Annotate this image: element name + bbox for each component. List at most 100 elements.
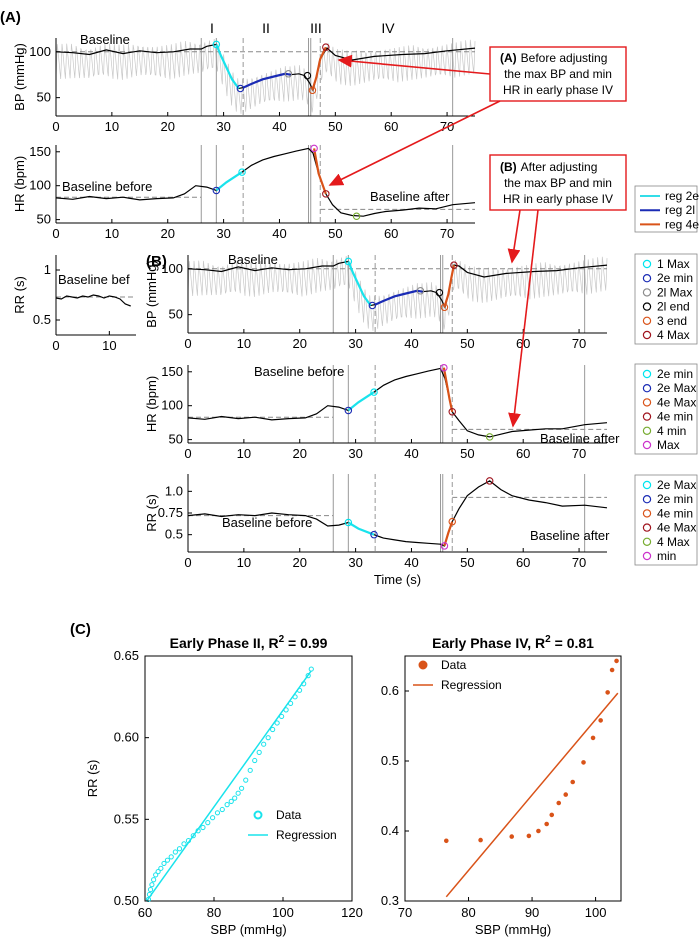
legend-bp-swatch xyxy=(642,259,652,269)
b-rr-signal-line xyxy=(187,480,608,547)
legend-rr-swatch xyxy=(642,523,652,532)
c-left-data-point xyxy=(146,891,153,898)
b-hr-y-tick-label: 100 xyxy=(161,398,183,413)
a-bp-segment-reg-2l xyxy=(242,72,291,89)
c-left-y-tick-label: 0.65 xyxy=(114,648,139,663)
c-left-x-tick-label: 80 xyxy=(207,905,221,920)
b-rr-x-tick-label: 10 xyxy=(237,555,251,570)
a-hr-x-tick-label: 40 xyxy=(272,226,286,241)
b-rr-x-tick-label: 70 xyxy=(572,555,586,570)
legend-rr-swatch xyxy=(642,537,652,547)
c-left-x-tick-label: 100 xyxy=(272,905,294,920)
b-bp-marker-2l-max xyxy=(416,287,425,295)
phase-label-iii: III xyxy=(310,20,322,36)
c-left-data-point xyxy=(190,833,196,839)
legend-hr-swatch xyxy=(642,384,652,393)
b-rr-x-tick-label: 30 xyxy=(348,555,362,570)
c-left-legend-data-label: Data xyxy=(276,808,302,822)
a-bp-marker-3-end xyxy=(308,86,317,95)
c-left-data-point xyxy=(158,865,164,871)
a-hr-y-tick-label: 150 xyxy=(29,144,51,159)
c-left-data-point xyxy=(308,666,314,672)
c-left-data-point xyxy=(200,824,206,831)
b-bp-segment-reg-4e xyxy=(443,264,455,308)
c-right-y-tick-label: 0.5 xyxy=(381,753,399,768)
c-left-data-point xyxy=(164,857,171,863)
c-right-data-point xyxy=(563,792,569,797)
panel-b-rr-chart: 0 10 20 30 40 50 60 70 0.5 0.75 1.0 RR (s) Time (s) xyxy=(144,474,608,587)
b-rr-marker-4-max xyxy=(485,477,494,485)
c-left-data-point xyxy=(243,777,249,783)
legend-bp-label: 3 end xyxy=(657,314,687,328)
b-hr-baseline-after-label: Baseline after xyxy=(540,431,620,446)
panel-label-a: (A) xyxy=(0,9,21,26)
b-hr-marker-2e-min xyxy=(344,406,353,415)
b-hr-y-axis-label: HR (bpm) xyxy=(144,376,159,432)
b-rr-x-axis-label: Time (s) xyxy=(374,572,421,587)
a-hr-signal-line xyxy=(55,147,476,217)
c-left-data-point xyxy=(235,790,241,796)
legend-hr-label: 4e min xyxy=(657,410,693,424)
a-hr-y-tick-label: 100 xyxy=(29,178,51,193)
c-right-data-point xyxy=(556,800,562,806)
b-hr-marker-4e-min xyxy=(448,408,456,416)
c-left-data-point xyxy=(252,757,258,764)
b-bp-y-tick-label: 100 xyxy=(161,261,183,276)
c-right-x-tick-label: 80 xyxy=(461,905,475,920)
callout-b-line2: the max BP and min xyxy=(504,176,612,190)
panel-c-right-chart: Early Phase IV, R2 = 0.81 70 80 90 100 0.3 0.4… xyxy=(381,634,622,937)
legend-rr-swatch xyxy=(642,551,652,561)
c-left-legend-data-swatch xyxy=(253,810,263,820)
b-bp-marker-1-max xyxy=(344,257,353,266)
b-rr-segment-reg-2e xyxy=(347,521,375,536)
c-left-data-point xyxy=(205,820,211,826)
legend-rr-label: min xyxy=(657,549,676,563)
a-bp-x-tick-label: 0 xyxy=(52,119,59,134)
b-hr-x-tick-label: 0 xyxy=(184,446,191,461)
c-left-data-point xyxy=(274,720,280,726)
callout-a-arrow-to-hr xyxy=(328,100,501,186)
legend-bp-swatch xyxy=(642,330,652,340)
a-hr-marker-max xyxy=(310,144,318,153)
legend-rr-label: 2e min xyxy=(657,492,693,506)
b-bp-y-tick-label: 50 xyxy=(169,307,183,322)
legend-bp-swatch xyxy=(642,288,652,297)
b-rr-x-tick-label: 0 xyxy=(184,555,191,570)
b-hr-x-tick-label: 10 xyxy=(237,446,251,461)
c-left-title: Early Phase II, R2 = 0.99 xyxy=(170,634,328,651)
c-right-x-axis-label: SBP (mmHg) xyxy=(475,922,551,937)
b-rr-baseline-after-label: Baseline after xyxy=(530,528,610,543)
legend-hr-label: 2e Max xyxy=(657,381,696,395)
a-bp-x-tick-label: 60 xyxy=(384,119,398,134)
a-hr-baseline-before-label: Baseline before xyxy=(62,179,152,194)
a-bp-pulse-trace xyxy=(55,38,476,114)
b-bp-x-tick-label: 30 xyxy=(348,336,362,351)
legend-bp-label: 2l Max xyxy=(657,285,692,299)
b-bp-baseline-label: Baseline xyxy=(228,252,278,267)
c-left-legend-regression-label: Regression xyxy=(276,828,337,842)
b-rr-marker-min xyxy=(440,542,449,550)
b-hr-baseline-before-label: Baseline before xyxy=(254,364,344,379)
callout-b-arrow-to-hr xyxy=(508,209,539,428)
legend-hr-label: 2e min xyxy=(657,367,693,381)
legend-rr-label: 2e Max xyxy=(657,478,696,492)
b-rr-y-tick-label: 0.5 xyxy=(165,527,183,542)
a-bp-baseline-label: Baseline xyxy=(80,32,130,47)
b-hr-segment-reg-2e xyxy=(347,391,375,412)
panel-a-bp-chart: 01020304050607050100BP (mmHg) xyxy=(12,38,476,134)
callout-a-line1: (A) Before adjusting xyxy=(500,51,607,65)
a-hr-x-tick-label: 10 xyxy=(105,226,119,241)
b-bp-x-tick-label: 10 xyxy=(237,336,251,351)
b-rr-x-tick-label: 60 xyxy=(516,555,530,570)
c-left-axes-box xyxy=(144,655,353,902)
legend-rr-label: 4 Max xyxy=(657,535,690,549)
legend-reg-label: reg 2e xyxy=(665,189,699,203)
c-right-data-point xyxy=(614,658,619,664)
b-hr-x-tick-label: 60 xyxy=(516,446,530,461)
b-bp-x-tick-label: 50 xyxy=(460,336,474,351)
callout-b-arrow-to-bp xyxy=(507,209,521,264)
c-left-x-tick-label: 60 xyxy=(138,905,152,920)
